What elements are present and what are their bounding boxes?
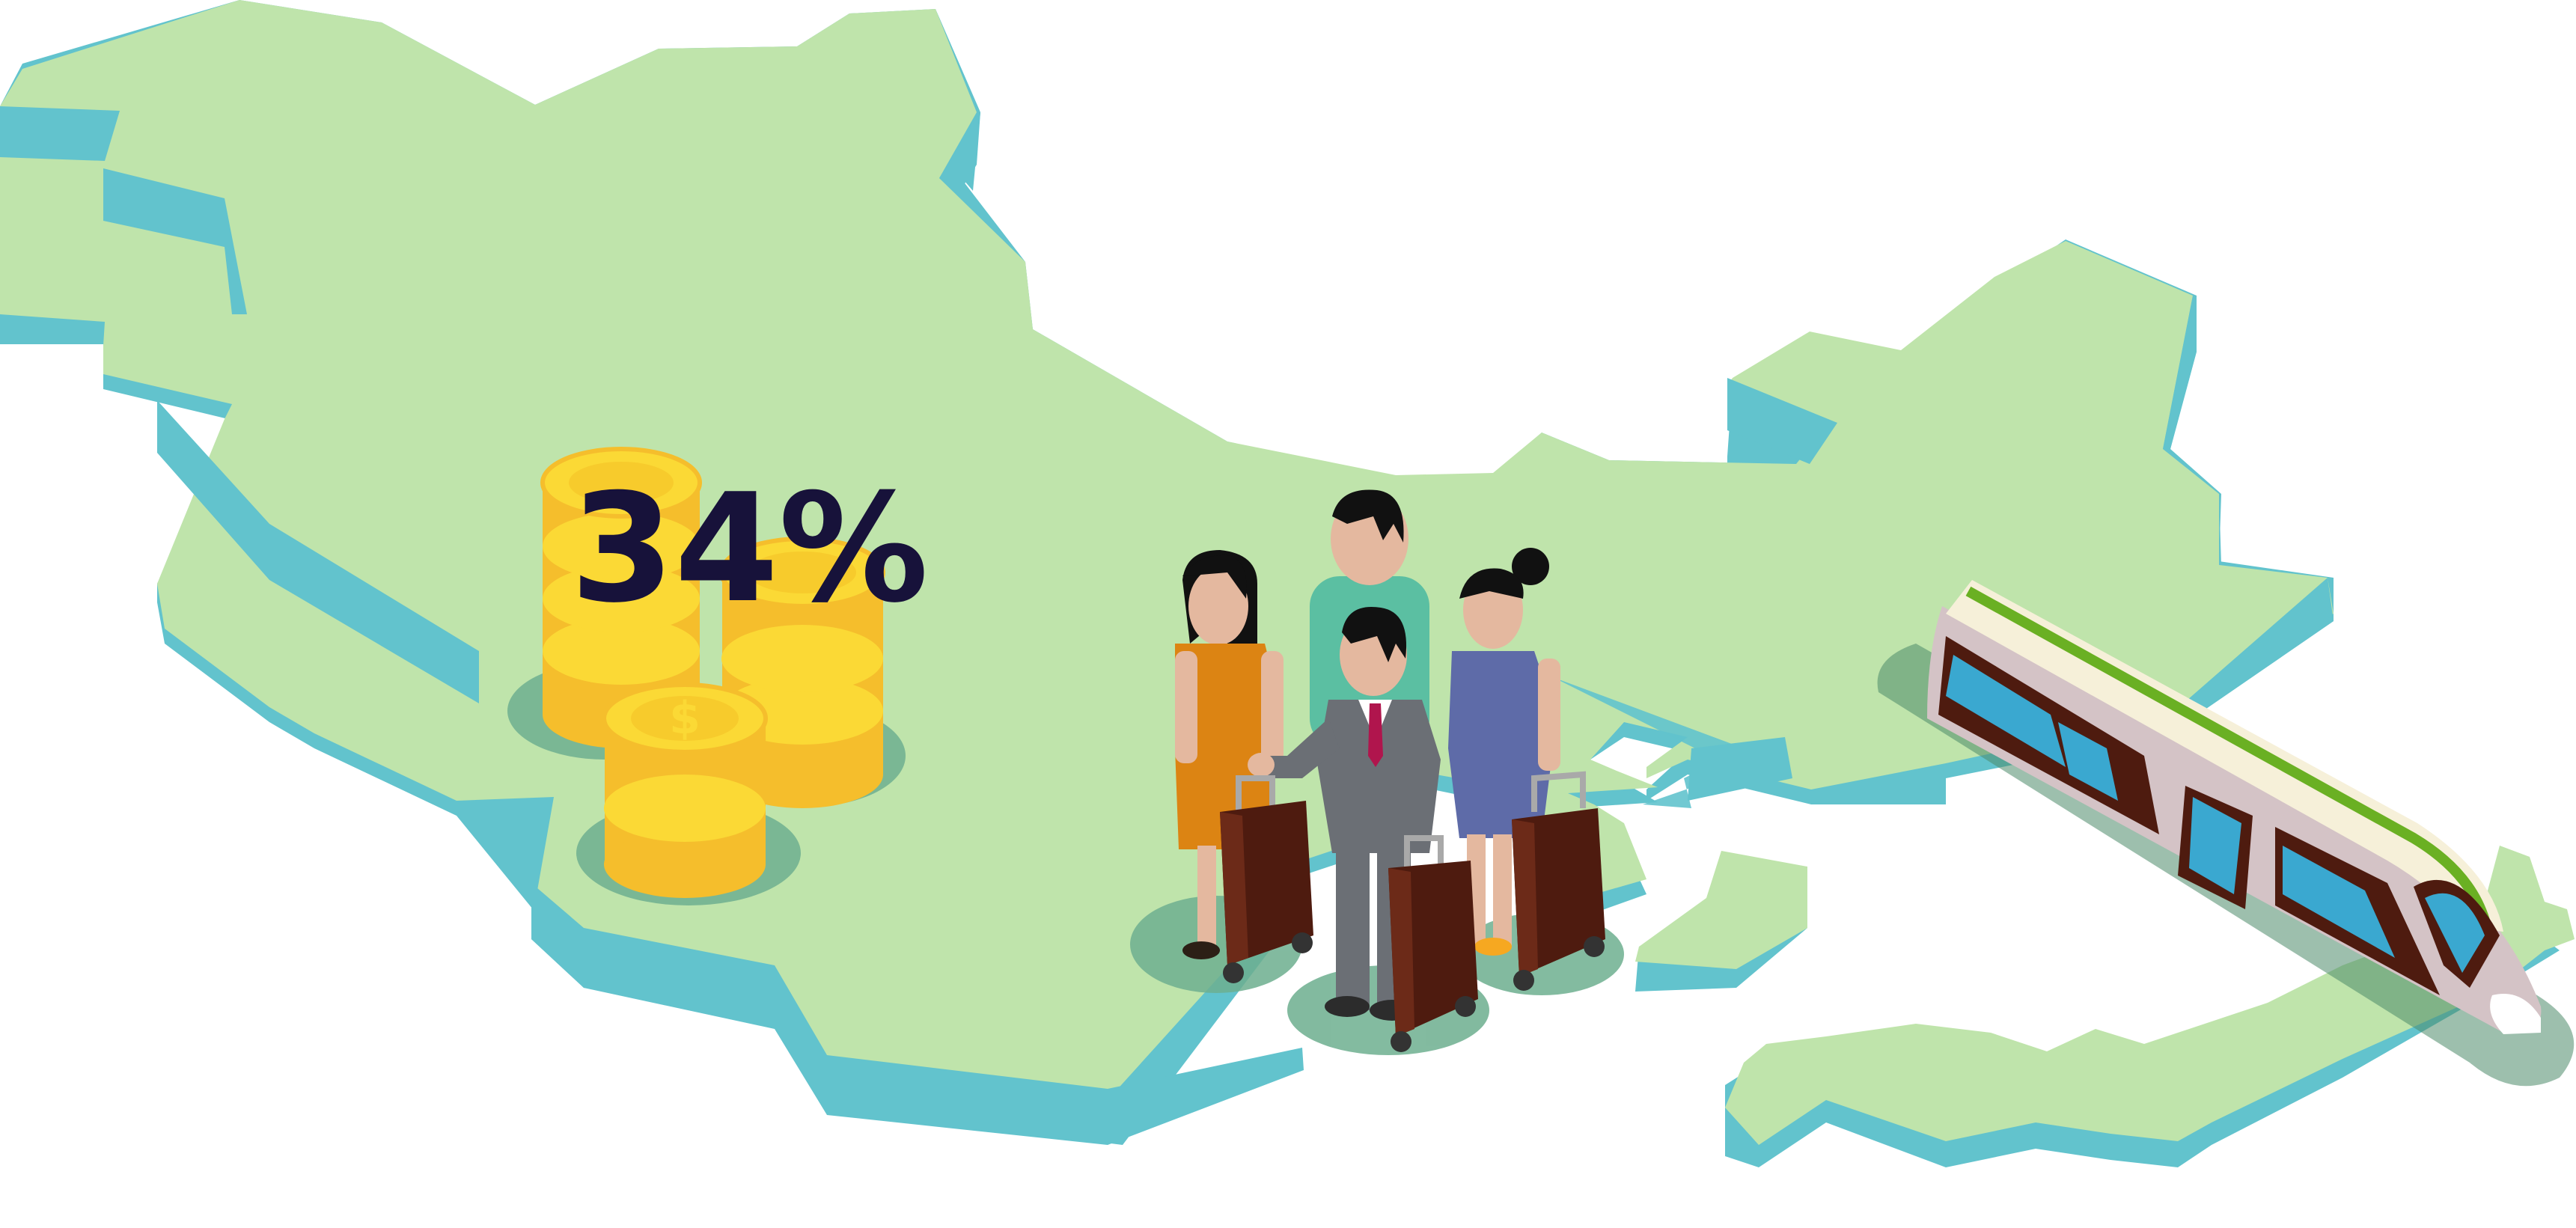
coin-stack-icon: $	[507, 447, 906, 905]
svg-text:$: $	[669, 692, 701, 745]
traveler-icon	[1448, 548, 1560, 956]
suitcase-icon	[1220, 775, 1313, 983]
suitcase-icon	[1388, 835, 1478, 1052]
statistic-label: 34%	[570, 462, 929, 636]
suitcase-icon	[1512, 771, 1605, 991]
bullet-train-icon	[1877, 580, 2575, 1087]
map-korea-icon	[1635, 851, 1807, 992]
map-japan-icon	[1725, 846, 2575, 1167]
